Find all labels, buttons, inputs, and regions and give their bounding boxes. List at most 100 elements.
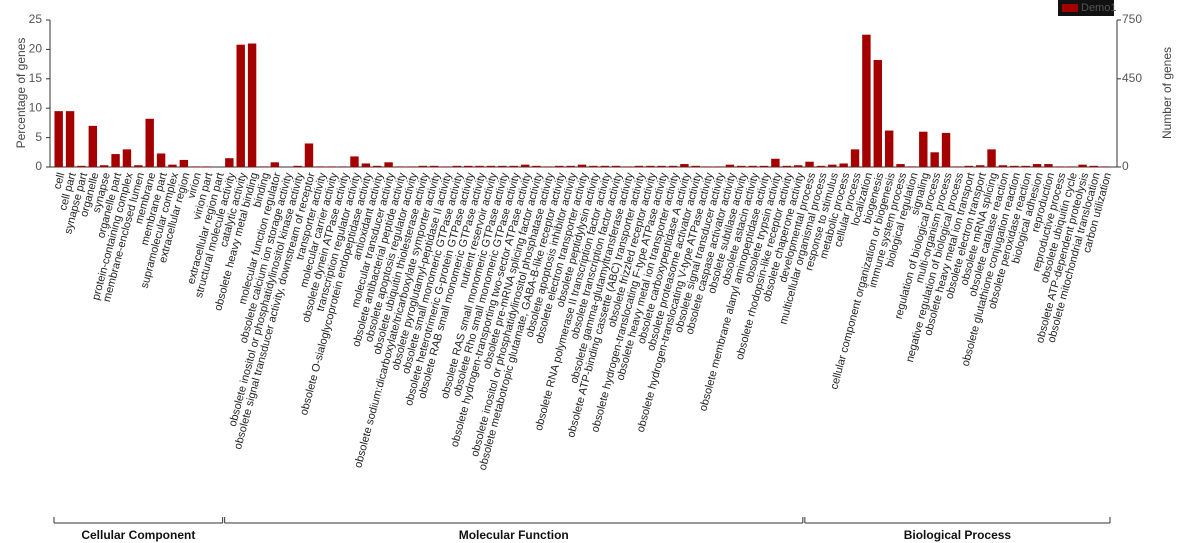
bar xyxy=(680,164,689,167)
bar xyxy=(816,165,826,167)
bar xyxy=(88,125,98,167)
y-tick-label: 5 xyxy=(35,130,42,144)
bar xyxy=(589,165,598,167)
bar xyxy=(896,164,905,167)
bar xyxy=(202,166,211,167)
bar xyxy=(1055,166,1065,167)
bar xyxy=(327,166,336,167)
bar xyxy=(919,131,928,167)
bar xyxy=(373,165,382,167)
bar xyxy=(577,164,587,167)
y2-tick-label: 450 xyxy=(1122,71,1142,85)
bar xyxy=(395,166,405,167)
y-tick-label: 20 xyxy=(29,42,43,56)
bar xyxy=(907,166,917,167)
bar xyxy=(361,163,371,167)
bar xyxy=(1078,164,1087,167)
bar xyxy=(145,118,154,167)
bar xyxy=(748,165,757,167)
bar xyxy=(1032,164,1042,167)
bar xyxy=(975,165,985,167)
group-label: Biological Process xyxy=(904,528,1012,542)
bar xyxy=(441,166,450,167)
bar xyxy=(77,165,86,167)
bar xyxy=(1101,166,1110,167)
legend-label: Demo1 xyxy=(1081,2,1116,14)
bar xyxy=(111,154,120,167)
bar xyxy=(65,111,75,167)
y-tick-label: 10 xyxy=(29,100,43,114)
bar xyxy=(350,156,359,167)
bar xyxy=(930,152,939,167)
bar xyxy=(1044,164,1053,167)
bar xyxy=(555,165,564,167)
bar xyxy=(566,165,575,167)
bar xyxy=(873,59,882,167)
bar xyxy=(771,158,780,167)
group-label: Molecular Function xyxy=(459,528,569,542)
bar xyxy=(941,132,951,167)
bar xyxy=(486,165,496,167)
bar xyxy=(532,165,541,167)
y-tick-label: 15 xyxy=(29,71,43,85)
bar xyxy=(475,165,484,167)
bar xyxy=(646,165,655,167)
bar xyxy=(452,165,462,167)
bar xyxy=(384,162,393,167)
bar xyxy=(134,165,143,167)
bar xyxy=(987,149,996,167)
bar xyxy=(54,111,63,167)
bar xyxy=(623,166,632,167)
bar xyxy=(657,165,666,167)
bar xyxy=(304,143,314,167)
bar xyxy=(862,34,871,168)
bar xyxy=(543,166,553,167)
legend-swatch xyxy=(1062,4,1078,12)
bar xyxy=(828,164,837,167)
bar xyxy=(122,149,132,167)
bar xyxy=(498,165,507,167)
y2-axis-label: Number of genes xyxy=(1160,47,1174,139)
bar xyxy=(1089,165,1099,167)
y2-tick-label: 750 xyxy=(1122,12,1142,26)
bar xyxy=(464,165,473,167)
bar xyxy=(225,158,234,167)
bar xyxy=(236,44,245,167)
bar xyxy=(668,165,678,167)
bar xyxy=(725,164,735,167)
bar xyxy=(168,164,177,167)
bar xyxy=(850,149,860,167)
bar xyxy=(714,166,723,167)
group-label: Cellular Component xyxy=(81,528,195,542)
x-tick-label: cell xyxy=(52,171,68,190)
bar xyxy=(190,166,200,167)
bar xyxy=(429,165,439,167)
bar xyxy=(99,165,109,167)
bar xyxy=(998,165,1008,167)
bar xyxy=(418,165,427,167)
bar xyxy=(1021,165,1030,167)
bar xyxy=(338,166,348,167)
bar xyxy=(270,162,280,167)
bar xyxy=(1066,166,1076,167)
y-axis-label: Percentage of genes xyxy=(14,38,28,149)
y-tick-label: 25 xyxy=(29,12,43,26)
bar xyxy=(179,159,189,167)
bar xyxy=(509,165,518,167)
bar xyxy=(691,165,700,167)
bar xyxy=(759,165,769,167)
bar xyxy=(884,130,894,167)
bar xyxy=(634,165,644,167)
y2-tick-label: 0 xyxy=(1122,159,1129,173)
bar xyxy=(953,166,962,167)
bar xyxy=(702,166,712,167)
bar xyxy=(737,165,746,167)
bar xyxy=(782,165,791,167)
bar xyxy=(407,166,416,167)
y-tick-label: 0 xyxy=(35,159,42,173)
bar xyxy=(611,165,621,167)
bar xyxy=(247,43,257,167)
bar xyxy=(293,165,302,167)
bar xyxy=(600,165,609,167)
